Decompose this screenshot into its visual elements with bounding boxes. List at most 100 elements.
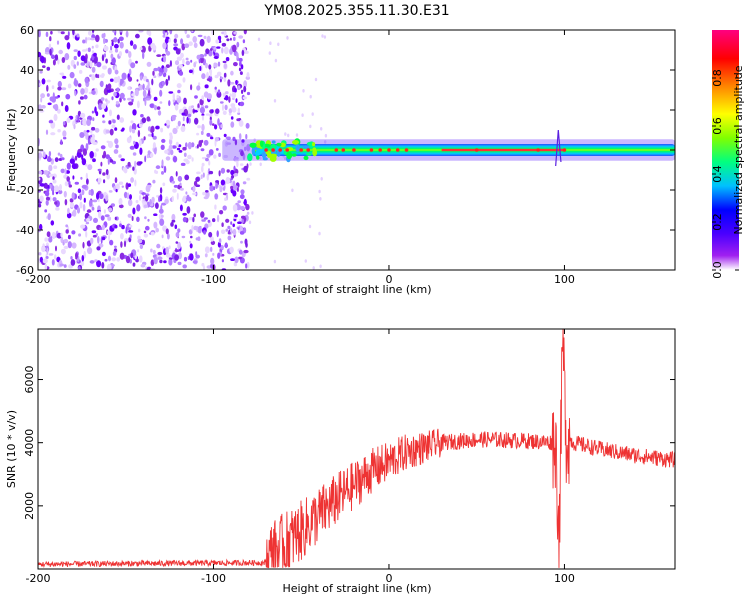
noise-speck: [119, 92, 125, 99]
noise-speck: [114, 43, 119, 49]
noise-speck: [38, 177, 41, 181]
noise-speck: [203, 139, 209, 146]
noise-speck: [156, 106, 161, 110]
noise-speck: [79, 132, 85, 138]
noise-speck: [58, 49, 63, 55]
noise-speck: [181, 197, 187, 203]
noise-speck: [174, 254, 180, 261]
noise-speck: [212, 252, 215, 256]
signal-blob: [291, 153, 297, 157]
noise-speck: [118, 181, 124, 185]
noise-speck: [85, 36, 88, 44]
noise-speck: [54, 185, 60, 193]
signal-blob: [306, 152, 312, 156]
noise-speck: [146, 78, 149, 83]
signal-peak-dot: [369, 148, 374, 152]
noise-speck: [201, 165, 204, 173]
noise-speck: [162, 34, 166, 38]
noise-speck: [134, 160, 137, 169]
noise-speck: [274, 58, 278, 63]
noise-speck: [66, 212, 72, 219]
noise-speck: [168, 91, 174, 94]
colorbar-tick-label: 0.4: [711, 165, 724, 183]
noise-speck: [61, 57, 66, 63]
noise-speck: [86, 209, 92, 213]
noise-speck: [231, 104, 236, 112]
noise-speck: [60, 139, 63, 145]
noise-speck: [230, 221, 233, 225]
noise-speck: [92, 199, 98, 203]
noise-speck: [112, 30, 116, 33]
noise-speck: [205, 190, 209, 193]
noise-speck: [59, 153, 63, 159]
noise-speck: [42, 65, 46, 68]
noise-speck: [319, 264, 322, 269]
noise-speck: [175, 232, 180, 238]
noise-speck: [242, 39, 246, 44]
noise-speck: [42, 151, 46, 158]
noise-speck: [95, 34, 100, 43]
noise-speck: [57, 152, 61, 156]
signal-peak-dot: [264, 148, 268, 152]
noise-speck: [239, 194, 245, 200]
noise-speck: [80, 88, 85, 95]
noise-speck: [94, 56, 97, 64]
noise-speck: [229, 37, 232, 41]
noise-speck: [141, 192, 146, 195]
noise-speck: [201, 162, 205, 167]
signal-blob: [286, 151, 293, 160]
noise-speck: [153, 67, 158, 72]
noise-speck: [115, 100, 119, 105]
noise-speck: [165, 64, 170, 68]
noise-speck: [39, 223, 43, 231]
noise-speck: [142, 51, 145, 60]
noise-speck: [160, 144, 165, 150]
noise-speck: [38, 252, 42, 256]
noise-speck: [136, 216, 140, 222]
noise-speck: [61, 87, 67, 91]
noise-speck: [130, 177, 135, 183]
noise-speck: [71, 163, 77, 170]
noise-speck: [105, 129, 110, 134]
noise-speck: [46, 93, 50, 97]
noise-speck: [208, 231, 213, 238]
noise-speck: [309, 124, 312, 129]
noise-speck: [72, 30, 75, 36]
noise-speck: [42, 258, 48, 264]
noise-speck: [238, 133, 242, 140]
noise-speck: [238, 35, 244, 39]
noise-speck: [215, 182, 219, 189]
noise-speck: [91, 230, 97, 234]
noise-speck: [273, 99, 277, 103]
noise-speck: [202, 265, 206, 270]
noise-speck: [66, 162, 71, 170]
noise-speck: [324, 140, 327, 144]
noise-speck: [171, 195, 174, 202]
noise-speck: [92, 117, 95, 122]
noise-speck: [185, 60, 191, 66]
noise-speck: [195, 176, 200, 182]
noise-speck: [218, 152, 222, 157]
noise-speck: [101, 54, 105, 62]
noise-speck: [153, 96, 158, 102]
noise-speck: [135, 258, 139, 263]
noise-speck: [119, 252, 125, 260]
noise-speck: [146, 85, 149, 91]
signal-peak-dot: [387, 148, 391, 152]
noise-speck: [129, 40, 134, 46]
noise-speck: [242, 181, 247, 185]
signal-peak-dot: [285, 148, 290, 152]
signal-peak-dot: [271, 148, 275, 152]
noise-speck: [95, 233, 99, 236]
signal-blob: [247, 153, 253, 162]
x-tick-label: -200: [26, 572, 51, 585]
noise-speck: [85, 230, 88, 238]
noise-speck: [226, 142, 232, 145]
noise-speck: [222, 92, 226, 98]
noise-speck: [49, 196, 52, 202]
noise-speck: [46, 79, 51, 83]
noise-speck: [228, 96, 231, 103]
noise-speck: [137, 130, 141, 138]
noise-speck: [218, 38, 221, 42]
noise-speck: [236, 187, 239, 192]
